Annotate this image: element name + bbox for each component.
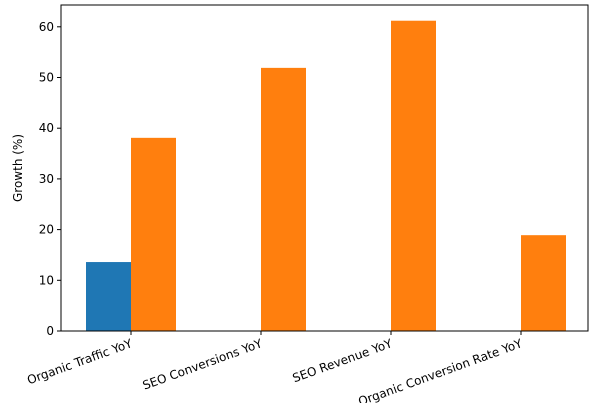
y-tick-label: 0 [46,324,54,338]
y-tick-label: 20 [39,223,54,237]
y-tick-label: 60 [39,20,54,34]
x-tick-label: SEO Conversions YoY [141,336,265,393]
y-tick-label: 10 [39,273,54,287]
bar [521,235,566,331]
bar [131,137,176,331]
bar [391,20,436,332]
y-tick-label: 40 [39,121,54,135]
bar [261,67,306,332]
x-tick-label: SEO Revenue YoY [291,336,395,385]
y-axis-label: Growth (%) [11,134,25,202]
y-tick-label: 50 [39,71,54,85]
y-tick-label: 30 [39,172,54,186]
x-tick-label: Organic Traffic YoY [25,336,135,387]
plot-frame [60,4,589,332]
bar [86,262,131,331]
